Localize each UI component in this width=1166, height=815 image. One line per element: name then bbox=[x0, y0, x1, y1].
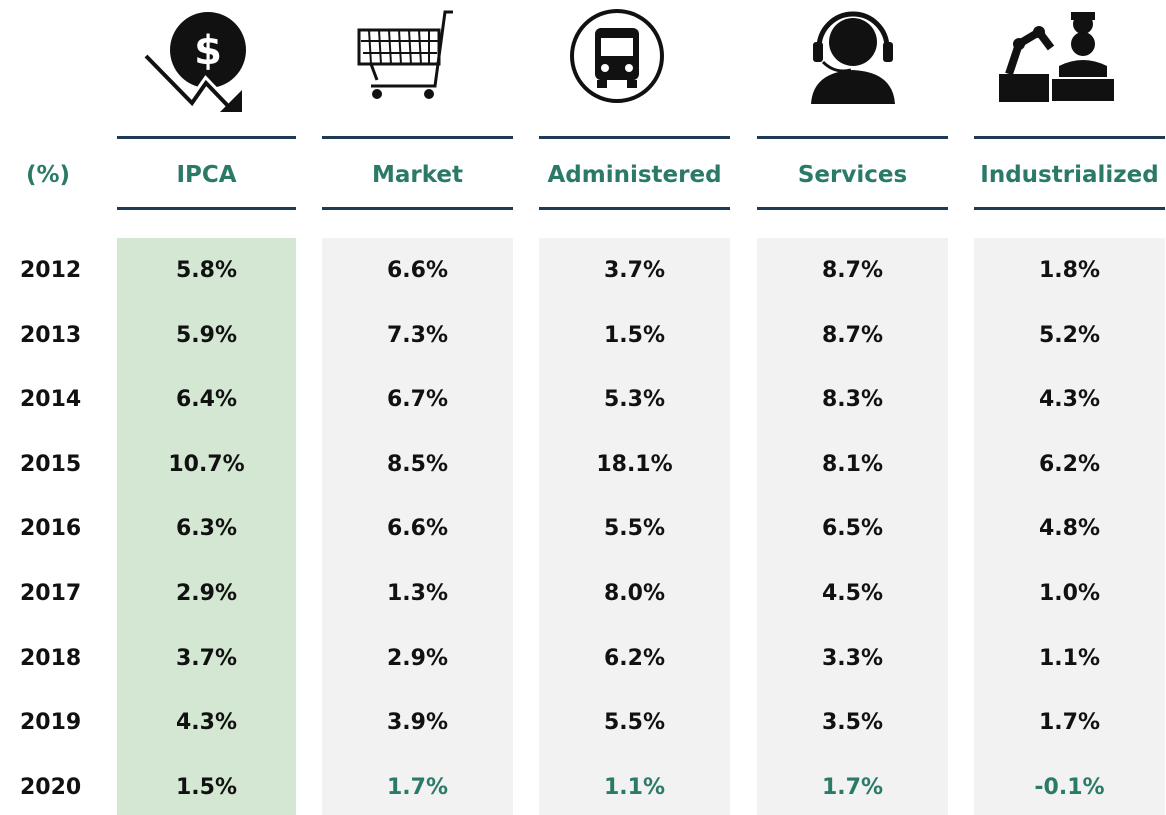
table-cell: 3.3% bbox=[821, 645, 883, 671]
column-header: IPCA bbox=[176, 162, 237, 188]
table-cell: 1.7% bbox=[1038, 710, 1100, 736]
header-rule bbox=[117, 207, 296, 210]
table-cell: 18.1% bbox=[596, 451, 673, 477]
table-cell: 5.8% bbox=[175, 258, 237, 283]
table-cell: 5.2% bbox=[1038, 322, 1100, 348]
table-cell: 5.5% bbox=[603, 710, 665, 736]
table-cell: 1.0% bbox=[1038, 581, 1100, 606]
header-rule bbox=[117, 136, 296, 139]
year-label: 2017 bbox=[20, 581, 82, 606]
column-background bbox=[117, 238, 296, 815]
table-cell: 1.5% bbox=[175, 774, 237, 800]
icon-industrialized bbox=[999, 12, 1116, 103]
table-cell: 5.9% bbox=[175, 322, 237, 348]
table-cell: 1.3% bbox=[386, 581, 448, 606]
table-cell: 8.3% bbox=[821, 387, 883, 413]
year-label: 2016 bbox=[20, 516, 82, 542]
header-rule bbox=[539, 136, 730, 139]
table-cell: 4.3% bbox=[1038, 387, 1100, 413]
table-cell: 1.1% bbox=[603, 774, 665, 800]
column-background bbox=[322, 238, 513, 815]
header-rule bbox=[322, 136, 513, 139]
year-label: 2018 bbox=[20, 645, 82, 671]
table-cell: 1.7% bbox=[821, 774, 883, 800]
svg-text:$: $ bbox=[194, 28, 222, 74]
year-label: 2014 bbox=[20, 387, 82, 413]
table-cell: 4.8% bbox=[1038, 516, 1100, 542]
header-rule bbox=[974, 136, 1165, 139]
table-cell: 8.7% bbox=[821, 322, 883, 348]
column-header: Services bbox=[797, 162, 908, 188]
year-label: 2012 bbox=[20, 258, 82, 283]
table-cell: 8.7% bbox=[821, 258, 883, 283]
table-cell: 6.7% bbox=[386, 387, 448, 413]
table-cell: 8.1% bbox=[821, 451, 883, 477]
header-rule bbox=[539, 207, 730, 210]
column-background bbox=[757, 238, 948, 815]
table-cell: 1.1% bbox=[1038, 645, 1100, 671]
header-rule bbox=[757, 136, 948, 139]
year-label: 2015 bbox=[20, 451, 82, 477]
year-label: 2019 bbox=[20, 710, 82, 736]
icon-ipca: $ bbox=[142, 12, 246, 112]
table-cell: 6.6% bbox=[386, 258, 448, 283]
icon-market bbox=[357, 10, 453, 99]
table-cell: 10.7% bbox=[168, 451, 245, 477]
table-cell: 3.7% bbox=[603, 258, 665, 283]
icon-administered bbox=[570, 9, 664, 103]
table-cell: 6.2% bbox=[603, 645, 665, 671]
table-cell: 1.8% bbox=[1038, 258, 1100, 283]
table-cell: 6.4% bbox=[175, 387, 237, 413]
year-label: 2013 bbox=[20, 322, 82, 348]
table-cell: 1.5% bbox=[603, 322, 665, 348]
header-rule bbox=[322, 207, 513, 210]
header-rule bbox=[757, 207, 948, 210]
table-cell: 7.3% bbox=[386, 322, 448, 348]
table-cell: 6.2% bbox=[1038, 451, 1100, 477]
table-cell: 5.3% bbox=[603, 387, 665, 413]
table-cell: 4.3% bbox=[175, 710, 237, 736]
column-header: Administered bbox=[547, 162, 722, 188]
table-cell: 2.9% bbox=[175, 581, 237, 606]
column-background bbox=[974, 238, 1165, 815]
table-cell: 5.5% bbox=[603, 516, 665, 542]
table-cell: 8.0% bbox=[603, 581, 665, 606]
column-header: Market bbox=[371, 162, 464, 188]
header-rule bbox=[974, 207, 1165, 210]
table-cell: 6.5% bbox=[821, 516, 883, 542]
table-cell: 2.9% bbox=[386, 645, 448, 671]
table-cell: 6.6% bbox=[386, 516, 448, 542]
table-cell: 3.9% bbox=[386, 710, 448, 736]
table-cell: -0.1% bbox=[1034, 774, 1105, 800]
table-cell: 3.7% bbox=[175, 645, 237, 671]
year-label: 2020 bbox=[20, 774, 82, 800]
table-cell: 6.3% bbox=[175, 516, 237, 542]
table-cell: 4.5% bbox=[821, 581, 883, 606]
table-cell: 8.5% bbox=[386, 451, 448, 477]
column-header: Industrialized bbox=[980, 162, 1159, 188]
table-cell: 3.5% bbox=[821, 710, 883, 736]
column-background bbox=[539, 238, 730, 815]
unit-label: (%) bbox=[25, 162, 71, 188]
table-cell: 1.7% bbox=[386, 774, 448, 800]
icon-services bbox=[811, 11, 895, 104]
